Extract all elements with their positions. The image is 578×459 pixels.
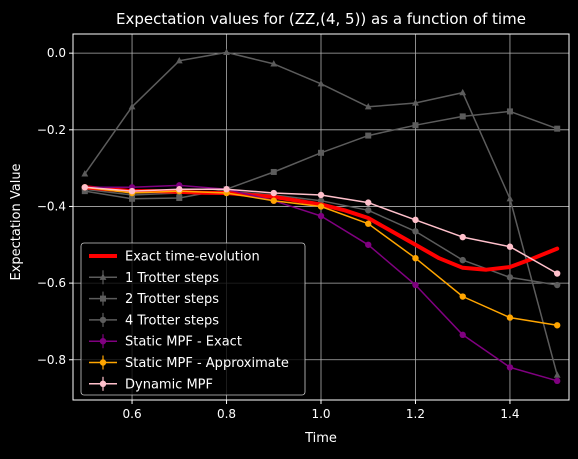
y-tick-label: −0.8: [37, 353, 66, 367]
x-tick-label: 1.4: [500, 407, 519, 421]
data-point: [506, 314, 514, 321]
data-point: [459, 88, 467, 96]
data-point: [270, 197, 277, 204]
data-point: [506, 274, 514, 281]
legend-marker: [100, 295, 106, 302]
legend-entry: Exact time-evolution: [89, 250, 260, 265]
data-point: [270, 168, 277, 175]
data-point: [412, 228, 419, 235]
data-point: [412, 216, 419, 224]
legend-label: 4 Trotter steps: [125, 313, 219, 328]
data-point: [223, 48, 230, 55]
legend: Exact time-evolution 1 Trotter steps 2 Tro…: [80, 242, 306, 396]
data-point: [317, 203, 325, 210]
x-tick-label: 0.6: [123, 407, 142, 421]
data-point: [128, 103, 136, 110]
legend-label: Static MPF - Approximate: [125, 356, 289, 371]
data-point: [270, 189, 277, 197]
chart-title: Expectation values for (ZZ,(4, 5)) as a …: [116, 10, 526, 28]
legend-entry: 1 Trotter steps: [89, 270, 219, 286]
data-point: [176, 186, 183, 193]
legend-marker: [99, 316, 107, 324]
x-tick-label: 0.8: [217, 407, 236, 421]
data-point: [412, 281, 419, 289]
legend-label: Dynamic MPF: [125, 377, 213, 392]
data-point: [459, 293, 466, 300]
data-point: [459, 113, 466, 120]
data-point: [553, 322, 561, 329]
data-point: [365, 220, 372, 227]
data-point: [317, 212, 325, 220]
y-tick-label: −0.6: [37, 276, 66, 290]
legend-label: 1 Trotter steps: [125, 271, 219, 286]
y-tick-label: −0.4: [37, 199, 66, 213]
legend-marker: [99, 380, 107, 387]
data-point: [506, 364, 514, 371]
x-tick-label: 1.2: [406, 407, 425, 421]
data-point: [81, 170, 89, 177]
x-tick-label: 1.0: [311, 407, 330, 421]
legend-label: Static MPF - Exact: [125, 335, 242, 350]
data-point: [459, 331, 466, 339]
data-point: [553, 270, 561, 277]
axis-ticks: 0.6 0.8 1.0 1.2 1.4 0.0 −0.2 −0.4 −0.6 −0.8: [37, 46, 520, 421]
legend-label: 2 Trotter steps: [125, 292, 219, 307]
data-point: [506, 108, 513, 115]
legend-entry: 2 Trotter steps: [89, 291, 219, 307]
y-axis-label: Expectation Value: [9, 163, 24, 280]
data-point: [506, 243, 514, 250]
legend-marker: [99, 273, 107, 280]
legend-label: Exact time-evolution: [125, 250, 260, 265]
x-axis-label: Time: [304, 431, 337, 446]
data-point: [318, 149, 324, 156]
data-point: [506, 194, 514, 202]
data-point: [412, 122, 419, 129]
data-point: [365, 132, 372, 139]
data-point: [176, 195, 183, 202]
data-point: [129, 195, 136, 202]
y-tick-label: −0.2: [37, 123, 66, 137]
legend-entry: Static MPF - Exact: [89, 334, 242, 350]
data-point: [317, 191, 325, 199]
legend-entry: 4 Trotter steps: [89, 312, 219, 328]
legend-entry: Dynamic MPF: [89, 376, 213, 392]
legend-box: [80, 242, 306, 396]
data-point: [128, 187, 136, 195]
data-point: [412, 254, 419, 262]
data-point: [365, 207, 372, 214]
data-point: [553, 377, 561, 385]
data-point: [554, 125, 561, 132]
data-point: [412, 99, 419, 106]
data-point: [270, 60, 278, 67]
legend-entry: Static MPF - Approximate: [89, 355, 289, 371]
data-point: [365, 241, 372, 248]
legend-marker: [99, 359, 107, 366]
data-point: [553, 371, 561, 378]
data-point: [459, 233, 466, 241]
legend-marker: [99, 338, 107, 345]
data-point: [553, 281, 561, 289]
series-dynamic-mpf: [81, 184, 561, 277]
data-point: [317, 80, 325, 87]
data-point: [365, 199, 372, 206]
data-point: [223, 186, 230, 193]
data-point: [175, 57, 183, 64]
plot-series: [81, 48, 561, 385]
data-point: [459, 256, 466, 264]
data-point: [364, 103, 372, 110]
series-1-trotter-steps: [81, 48, 561, 378]
y-tick-label: 0.0: [47, 46, 66, 60]
data-point: [81, 184, 89, 191]
